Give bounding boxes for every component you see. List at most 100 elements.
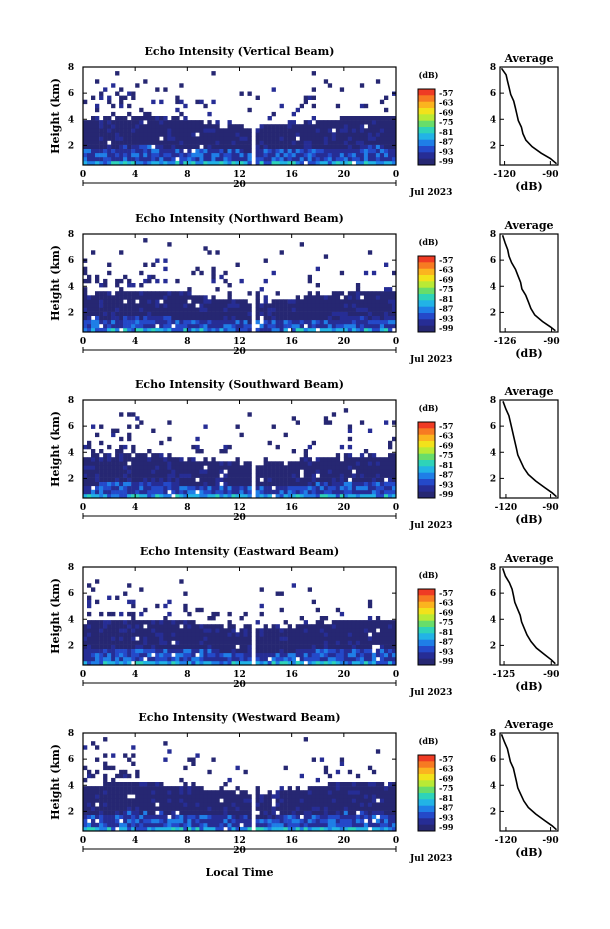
heatmap-cell xyxy=(83,822,88,828)
heatmap-cell xyxy=(371,489,377,495)
colorbar-swatch xyxy=(418,281,435,288)
heatmap-cell xyxy=(155,644,160,649)
heatmap-cell xyxy=(219,790,224,795)
heatmap-cells xyxy=(83,71,397,166)
heatmap-cell xyxy=(388,327,393,333)
heatmap-cell xyxy=(367,469,373,474)
heatmap-cell xyxy=(307,485,312,491)
heatmap-cell xyxy=(227,794,232,799)
heatmap-cell xyxy=(343,303,349,308)
heatmap-cell xyxy=(199,786,204,791)
heatmap-cell xyxy=(271,307,276,312)
heatmap-cell xyxy=(87,794,92,799)
heatmap-cell xyxy=(115,428,120,433)
heatmap-cell xyxy=(99,477,104,482)
heatmap-cell xyxy=(259,311,264,316)
heatmap-cell xyxy=(307,144,312,149)
average-frame xyxy=(499,399,559,499)
heatmap-cell xyxy=(275,818,280,824)
heatmap-cell xyxy=(223,790,228,795)
colorbar-swatch xyxy=(418,646,435,653)
heatmap-cell xyxy=(235,136,240,141)
heatmap-cell xyxy=(235,299,240,304)
heatmap-cell xyxy=(187,806,192,811)
heatmap-cell xyxy=(335,818,341,824)
heatmap-cell xyxy=(131,327,136,333)
heatmap-cell xyxy=(384,632,389,637)
heatmap-cell xyxy=(283,802,288,807)
heatmap-cell xyxy=(388,291,393,296)
heatmap-cell xyxy=(239,160,244,166)
colorbar-tick-label: -57 xyxy=(439,588,453,598)
heatmap-cell xyxy=(179,620,184,625)
heatmap-cell xyxy=(275,489,280,495)
heatmap-cell xyxy=(255,636,260,641)
average-y-tick-label: 4 xyxy=(490,115,496,125)
heatmap-cell xyxy=(159,620,164,625)
heatmap-cell xyxy=(307,587,312,592)
heatmap-cell xyxy=(227,465,232,470)
heatmap-cell xyxy=(279,644,284,649)
heatmap-cell xyxy=(119,311,124,316)
heatmap-cell xyxy=(167,144,172,149)
heatmap-cell xyxy=(323,327,329,333)
heatmap-cell xyxy=(247,291,252,296)
heatmap-cell xyxy=(99,307,104,312)
heatmap-cell xyxy=(243,303,248,308)
heatmap-cell xyxy=(119,144,124,149)
heatmap-cell xyxy=(371,144,377,149)
heatmap-cell xyxy=(255,156,260,162)
heatmap-cell xyxy=(327,140,333,145)
heatmap-cell xyxy=(195,299,200,304)
heatmap-cell xyxy=(359,822,365,828)
heatmap-cell xyxy=(267,810,272,815)
heatmap-cell xyxy=(375,461,381,466)
heatmap-cell xyxy=(291,656,296,662)
heatmap-cell xyxy=(195,644,200,649)
heatmap-cell xyxy=(271,469,276,474)
heatmap-cell xyxy=(183,136,188,141)
heatmap-cell xyxy=(335,656,341,662)
heatmap-cell xyxy=(327,473,333,478)
heatmap-cell xyxy=(159,656,164,662)
heatmap-cell xyxy=(243,624,248,629)
heatmap-cell xyxy=(87,148,92,154)
heatmap-cell xyxy=(331,132,337,137)
heatmap-cell xyxy=(339,822,345,828)
heatmap-cell xyxy=(87,611,92,617)
heatmap-cell xyxy=(355,287,361,292)
heatmap-cell xyxy=(199,822,204,828)
heatmap-cell xyxy=(219,477,224,482)
heatmap-cell xyxy=(111,656,116,662)
y-axis-label: Height (km) xyxy=(49,78,62,154)
heatmap-cell xyxy=(279,814,284,820)
heatmap-cell xyxy=(183,802,188,807)
heatmap-cell xyxy=(95,485,100,491)
heatmap-cell xyxy=(175,624,180,629)
heatmap-cell xyxy=(191,648,196,654)
heatmap-cell xyxy=(199,136,204,141)
heatmap-cell xyxy=(159,311,164,316)
heatmap-cell xyxy=(319,144,325,149)
heatmap-cell xyxy=(271,652,276,658)
colorbar-swatch xyxy=(418,428,435,435)
heatmap-cell xyxy=(107,656,112,662)
heatmap-cell xyxy=(131,814,136,820)
heatmap-cell xyxy=(159,160,164,166)
heatmap-cell xyxy=(367,120,373,125)
average-y-tick-label: 6 xyxy=(490,256,496,266)
heatmap-cell xyxy=(155,278,160,284)
heatmap-cell xyxy=(347,156,353,162)
heatmap-cell xyxy=(87,485,92,491)
heatmap-cell xyxy=(263,660,268,666)
heatmap-cell xyxy=(147,295,152,300)
heatmap-cell xyxy=(147,120,152,125)
heatmap-cell xyxy=(367,323,373,329)
heatmap-cell xyxy=(388,636,393,641)
heatmap-cell xyxy=(95,465,100,470)
heatmap-cell xyxy=(175,822,180,828)
heatmap-cell xyxy=(163,644,168,649)
heatmap-cell xyxy=(219,822,224,828)
heatmap-cell xyxy=(287,485,292,491)
x-tick-label: 20 xyxy=(338,337,351,347)
